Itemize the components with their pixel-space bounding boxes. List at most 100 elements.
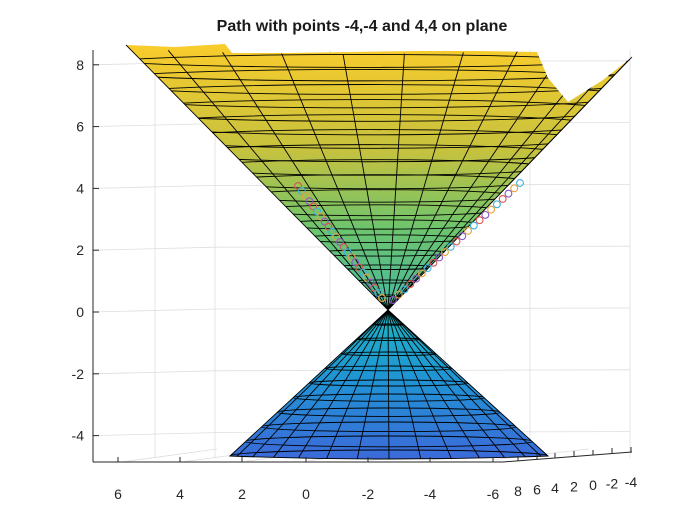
path-point-marker	[316, 212, 325, 221]
x-tick-label: 6	[114, 486, 122, 502]
upper-cone-outline	[125, 44, 633, 311]
x-axis-ticks: 6 4 2 0 -2 -4 -6	[114, 457, 499, 502]
lower-cone-surface	[228, 309, 550, 460]
path-point-marker	[417, 269, 426, 278]
path-point-marker	[452, 237, 461, 246]
path-point-marker	[504, 189, 513, 198]
path-point-marker	[429, 258, 438, 267]
path-point-marker	[464, 226, 472, 235]
lower-radial-line	[236, 310, 389, 458]
lower-radial-line	[387, 310, 542, 458]
path-point-marker	[358, 268, 367, 277]
path-point-marker	[400, 285, 409, 294]
path-point-marker	[423, 264, 432, 273]
chart-title: Path with points -4,-4 and 4,4 on plane	[217, 18, 508, 35]
x-tick-label: 0	[302, 486, 310, 502]
x-tick-label: -4	[424, 486, 437, 502]
path-point-marker	[297, 187, 306, 196]
upper-radial-line	[167, 50, 389, 310]
path-point-marker	[481, 210, 490, 219]
path-point-marker	[378, 294, 386, 302]
path-point-marker	[441, 248, 449, 257]
lower-radial-line	[387, 310, 482, 459]
path-point-marker	[351, 258, 360, 267]
upper-ring	[126, 69, 632, 95]
path-point-marker	[394, 290, 403, 299]
upper-ring	[126, 53, 632, 82]
path-point-marker	[362, 273, 371, 282]
path-point-marker	[510, 184, 519, 193]
y-axis-line	[502, 451, 633, 463]
upper-cone-surface	[125, 44, 633, 311]
upper-radial-line	[387, 50, 519, 310]
path-point-marker	[294, 182, 302, 190]
z-tick-label: -4	[72, 428, 85, 444]
lower-ring	[230, 449, 548, 459]
path-point-marker	[328, 227, 337, 236]
lower-radial-line	[387, 310, 527, 459]
path-point-marker	[516, 179, 524, 187]
path-point-marker	[370, 283, 379, 292]
upper-radial-line	[281, 53, 389, 310]
path-point-marker	[469, 221, 478, 230]
path-point-marker	[366, 278, 375, 287]
lower-radial-line	[296, 310, 389, 459]
y-tick-label: 6	[533, 482, 541, 498]
path-point-marker	[336, 238, 344, 246]
path-point-marker	[332, 232, 341, 241]
upper-radial-line	[387, 52, 464, 310]
upper-cone-fill	[126, 44, 632, 310]
path-point-marker	[406, 280, 415, 288]
lower-cone-fill	[230, 310, 548, 459]
path-point-marker	[492, 200, 501, 209]
path-point-marker	[458, 232, 467, 241]
path-point-marker	[355, 263, 364, 272]
z-axis-ticks: -4 -2 0 2 4 6 8	[72, 57, 99, 444]
path-point-marker	[309, 202, 318, 211]
path-point-marker	[374, 288, 383, 297]
path-point-marker	[487, 205, 496, 214]
y-axis-ticks: 8 6 4 2 0 -2 -4	[514, 447, 637, 499]
path-point-marker	[347, 253, 356, 262]
z-tick-label: 2	[76, 242, 84, 258]
lower-radial-line	[325, 310, 389, 459]
path-point-marker	[305, 197, 314, 206]
upper-radial-line	[342, 53, 389, 310]
path-point-marker	[498, 195, 507, 203]
y-tick-label: 0	[589, 477, 597, 493]
path-point-marker	[446, 242, 455, 251]
path-point-marker	[339, 243, 348, 252]
y-tick-label: 8	[514, 483, 522, 499]
lower-radial-line	[387, 310, 453, 459]
y-tick-label: 2	[570, 479, 578, 495]
upper-ring	[126, 44, 632, 68]
path-point-marker	[320, 217, 329, 226]
y-tick-label: 4	[551, 480, 559, 496]
floor-grid-line	[121, 448, 218, 463]
lower-radial-line	[387, 310, 507, 459]
path-point-marker	[343, 248, 352, 257]
z-tick-label: 4	[76, 180, 84, 196]
path-point-marker	[324, 222, 333, 231]
z-grid-line	[92, 307, 631, 313]
x-tick-label: 4	[176, 486, 184, 502]
x-tick-label: -2	[362, 486, 375, 502]
y-tick-label: -4	[625, 474, 638, 490]
path-point-marker	[301, 192, 310, 201]
lower-radial-line	[251, 310, 389, 459]
path-markers	[294, 179, 524, 304]
z-tick-label: 6	[76, 119, 84, 135]
lower-cone-outline	[228, 309, 550, 460]
z-tick-label: -2	[72, 366, 85, 382]
path-point-marker	[412, 274, 421, 283]
z-tick-label: 0	[76, 304, 84, 320]
path-point-marker	[313, 207, 322, 216]
y-tick-label: -2	[606, 476, 619, 492]
path-point-marker	[475, 216, 484, 225]
x-tick-label: 2	[238, 486, 246, 502]
axes	[92, 50, 633, 463]
z-tick-label: 8	[76, 57, 84, 73]
upper-radial-line	[222, 52, 389, 310]
path-point-marker	[389, 296, 397, 304]
